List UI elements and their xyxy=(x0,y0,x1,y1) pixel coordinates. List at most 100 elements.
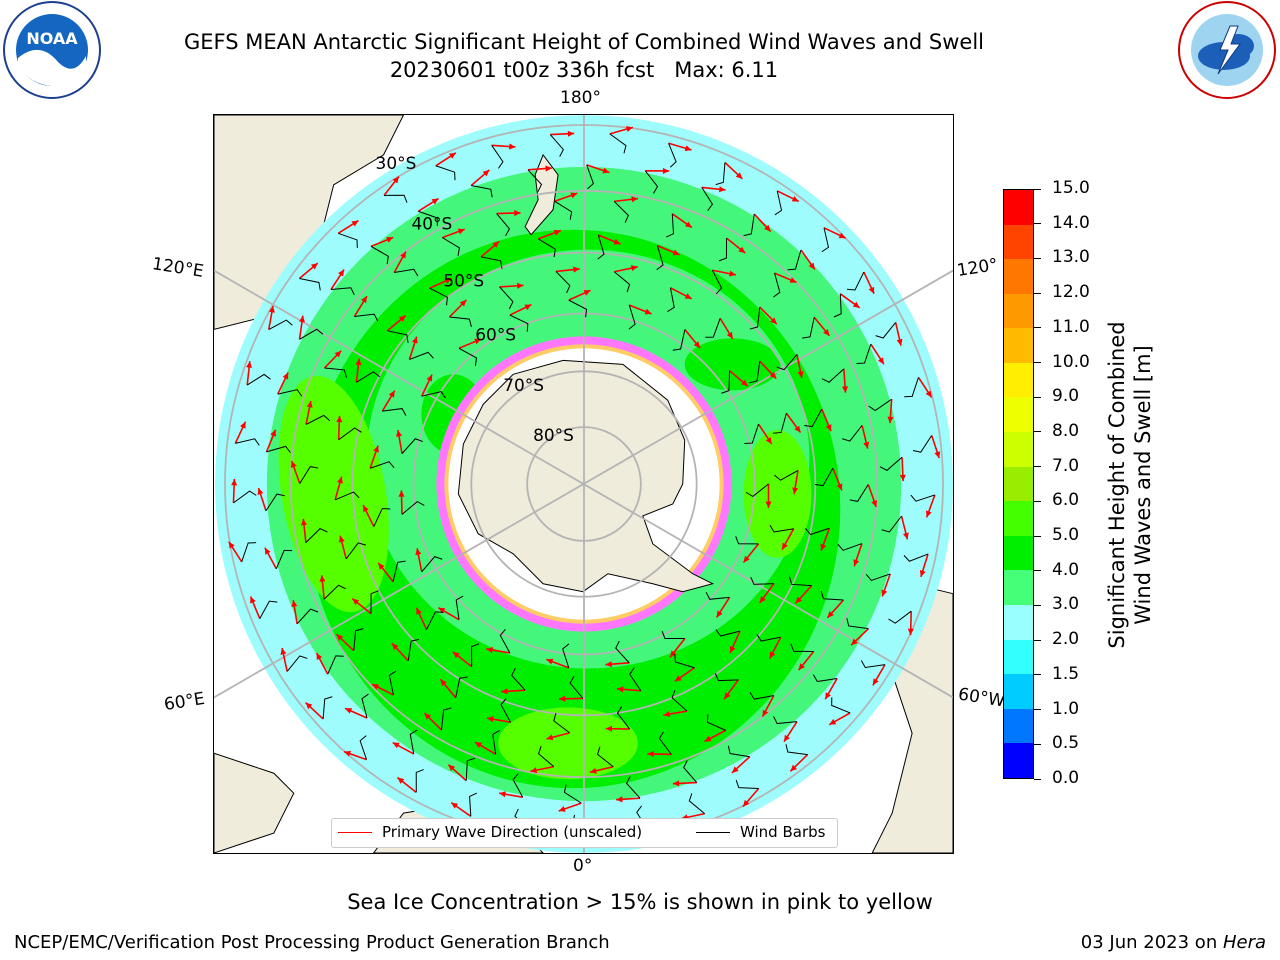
colorbar-tick-mark xyxy=(1034,223,1041,225)
wave-arrow-head xyxy=(881,589,888,597)
wind-barb xyxy=(804,527,830,536)
wind-barb xyxy=(353,628,364,651)
wind-barb xyxy=(563,784,582,804)
wind-barb xyxy=(421,391,447,399)
wind-barb xyxy=(500,698,511,723)
wind-barb xyxy=(327,655,344,675)
wave-arrow-head xyxy=(291,600,298,607)
footer-credit: NCEP/EMC/Verification Post Processing Pr… xyxy=(14,932,610,953)
wave-arrow-head xyxy=(334,350,342,358)
wave-arrow-head xyxy=(448,764,456,772)
wave-arrow-head xyxy=(825,424,832,432)
wind-barb xyxy=(286,655,308,672)
polar-map: 30°S 40°S 50°S 60°S 70°S 80°S xyxy=(213,114,954,854)
wave-arrow-head xyxy=(337,476,343,484)
wind-barb xyxy=(554,200,573,220)
wave-arrow-head xyxy=(741,379,748,387)
wind-barb xyxy=(888,610,912,624)
wave-arrow-head xyxy=(558,806,566,812)
map-panel: 30°S 40°S 50°S 60°S 70°S 80°S xyxy=(213,114,954,854)
wind-barb xyxy=(849,484,869,502)
colorbar-label-line-2: Wind Waves and Swell [m] xyxy=(1131,345,1155,625)
wind-barb xyxy=(471,184,493,198)
wave-arrow-head xyxy=(808,262,815,270)
colorbar-segment xyxy=(1004,466,1033,502)
wave-arrow-head xyxy=(672,249,680,256)
wind-barb xyxy=(668,143,677,168)
wave-arrow-head xyxy=(791,195,799,202)
colorbar-segment xyxy=(1004,259,1033,294)
wave-arrow-head xyxy=(338,535,345,543)
wind-barb xyxy=(661,630,685,640)
colorbar-segment xyxy=(1004,674,1033,709)
colorbar-segment xyxy=(1004,362,1033,398)
wave-arrow-head xyxy=(457,228,465,235)
wind-barb xyxy=(881,515,902,533)
wind-barb xyxy=(715,162,726,186)
wind-barb xyxy=(616,706,631,730)
wind-barb xyxy=(384,194,408,203)
wave-arrow-head xyxy=(863,441,870,449)
wave-arrow-head xyxy=(517,282,524,289)
wave-arrow-head xyxy=(644,308,652,315)
colorbar-tick-label: 15.0 xyxy=(1052,178,1090,198)
wave-arrow-head xyxy=(684,293,692,299)
wind-barb xyxy=(409,729,418,754)
colorbar-segment xyxy=(1004,224,1033,260)
wave-arrow-head xyxy=(616,686,624,693)
wave-arrow-head xyxy=(386,236,394,243)
colorbar-tick-label: 10.0 xyxy=(1052,351,1090,372)
wave-arrow-head xyxy=(363,505,369,513)
wind-barb xyxy=(787,249,802,271)
lat-label-50s: 50°S xyxy=(443,271,484,291)
wind-barb xyxy=(266,445,291,453)
colorbar-tick-label: 6.0 xyxy=(1052,490,1080,511)
colorbar-tick-label: 0.5 xyxy=(1052,733,1080,754)
wave-arrow-head xyxy=(762,709,769,717)
wind-barb xyxy=(879,456,903,471)
wave-arrow-head xyxy=(743,555,750,563)
wind-barb xyxy=(480,256,503,269)
wind-barb xyxy=(259,600,278,619)
wind-barb xyxy=(586,164,594,190)
colorbar-tick-label: 12.0 xyxy=(1052,282,1090,303)
wave-arrow-head xyxy=(373,445,379,453)
wind-barb xyxy=(868,398,892,412)
wave-arrow-head xyxy=(530,767,538,774)
wave-arrow-head xyxy=(514,210,521,217)
wave-arrow-head xyxy=(392,742,400,749)
lat-label-30s: 30°S xyxy=(376,153,417,173)
wind-barb xyxy=(275,549,293,569)
wind-barb xyxy=(773,272,781,298)
wave-arrow-head xyxy=(459,299,467,307)
wave-arrow-head xyxy=(246,361,253,368)
colorbar-tick-label: 1.0 xyxy=(1052,698,1080,719)
wave-arrow-head xyxy=(336,415,343,423)
colorbar-tick-mark xyxy=(1034,743,1041,745)
wind-barb xyxy=(735,536,759,545)
footer-date-text: 03 Jun 2023 on xyxy=(1080,932,1223,953)
wind-barb xyxy=(769,524,794,533)
wind-barb xyxy=(705,318,721,338)
wave-arrow-head xyxy=(877,357,884,365)
wave-arrow-head xyxy=(336,634,344,641)
wind-barb xyxy=(744,423,759,445)
colorbar-tick-mark xyxy=(1034,257,1041,259)
wind-barb xyxy=(469,792,478,817)
colorbar-tick-mark xyxy=(1034,362,1041,364)
wind-barb xyxy=(409,351,434,360)
wind-barb xyxy=(705,591,730,600)
wave-arrow-head xyxy=(400,251,406,259)
colorbar-tick-mark xyxy=(1034,604,1041,606)
wind-barb xyxy=(555,271,571,294)
wave-arrow-head xyxy=(825,692,831,700)
wind-barb xyxy=(875,322,897,339)
wind-barb xyxy=(369,461,395,469)
colorbar-tick-label: 3.0 xyxy=(1052,594,1080,615)
wave-arrow-head xyxy=(300,518,308,526)
wave-arrow-head xyxy=(268,305,275,313)
wave-arrow-head xyxy=(853,559,860,567)
colorbar-tick-label: 5.0 xyxy=(1052,525,1080,546)
lon-label-left-lower: 60°E xyxy=(162,688,207,716)
colorbar-segment xyxy=(1004,535,1033,571)
